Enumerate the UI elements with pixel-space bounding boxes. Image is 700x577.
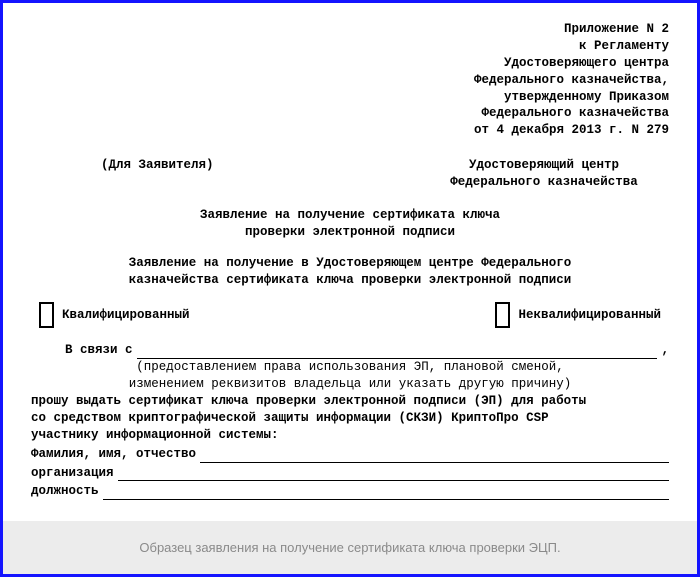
appendix-line-2: к Регламенту (31, 38, 669, 55)
appendix-line-1: Приложение N 2 (31, 21, 669, 38)
main-title-l1: Заявление на получение сертификата ключа (31, 207, 669, 224)
fio-line[interactable] (200, 450, 669, 463)
sub-title-l2: казначейства сертификата ключа проверки … (51, 272, 649, 289)
authority-line-1: Удостоверяющий центр (419, 157, 669, 174)
qualified-checkbox[interactable] (39, 302, 54, 328)
unqualified-checkbox[interactable] (495, 302, 510, 328)
reason-note-l1: (предоставлением права использования ЭП,… (31, 359, 669, 376)
appendix-line-7: от 4 декабря 2013 г. N 279 (31, 122, 669, 139)
reason-fill-line[interactable] (137, 347, 658, 360)
sub-title: Заявление на получение в Удостоверяющем … (51, 255, 649, 289)
checkbox-row: Квалифицированный Неквалифицированный (31, 302, 669, 328)
qualified-group: Квалифицированный (39, 302, 190, 328)
authority-line-2: Федерального казначейства (419, 174, 669, 191)
appendix-line-5: утвержденному Приказом (31, 89, 669, 106)
request-l3: участнику информационной системы: (31, 427, 669, 444)
position-line[interactable] (103, 488, 669, 501)
request-l1: прошу выдать сертификат ключа проверки э… (31, 393, 669, 410)
appendix-line-6: Федерального казначейства (31, 105, 669, 122)
main-title: Заявление на получение сертификата ключа… (31, 207, 669, 241)
document-frame: Приложение N 2 к Регламенту Удостоверяющ… (0, 0, 700, 577)
fio-label: Фамилия, имя, отчество (31, 446, 196, 463)
caption-text: Образец заявления на получение сертифика… (139, 540, 560, 555)
parties-row: (Для Заявителя) Удостоверяющий центр Фед… (31, 157, 669, 191)
department-row: подразделение (31, 502, 669, 504)
applicant-label: (Для Заявителя) (101, 157, 214, 191)
org-label: организация (31, 465, 114, 482)
unqualified-label: Неквалифицированный (518, 307, 661, 324)
unqualified-group: Неквалифицированный (495, 302, 661, 328)
in-connection-row: В связи с , (31, 342, 669, 359)
appendix-header: Приложение N 2 к Регламенту Удостоверяющ… (31, 21, 669, 139)
comma: , (661, 342, 669, 359)
main-title-l2: проверки электронной подписи (31, 224, 669, 241)
qualified-label: Квалифицированный (62, 307, 190, 324)
caption-bar: Образец заявления на получение сертифика… (3, 521, 697, 574)
sub-title-l1: Заявление на получение в Удостоверяющем … (51, 255, 649, 272)
in-connection-label: В связи с (65, 342, 133, 359)
document-body: Приложение N 2 к Регламенту Удостоверяющ… (31, 21, 669, 504)
appendix-line-3: Удостоверяющего центра (31, 55, 669, 72)
position-row: должность (31, 483, 669, 500)
authority-block: Удостоверяющий центр Федерального казнач… (419, 157, 669, 191)
position-label: должность (31, 483, 99, 500)
reason-note-l2: изменением реквизитов владельца или указ… (31, 376, 669, 393)
request-l2: со средством криптографической защиты ин… (31, 410, 669, 427)
org-line[interactable] (118, 469, 669, 482)
body-text: В связи с , (предоставлением права испол… (31, 342, 669, 504)
appendix-line-4: Федерального казначейства, (31, 72, 669, 89)
fio-row: Фамилия, имя, отчество (31, 446, 669, 463)
department-label: подразделение (31, 502, 129, 504)
org-row: организация (31, 465, 669, 482)
